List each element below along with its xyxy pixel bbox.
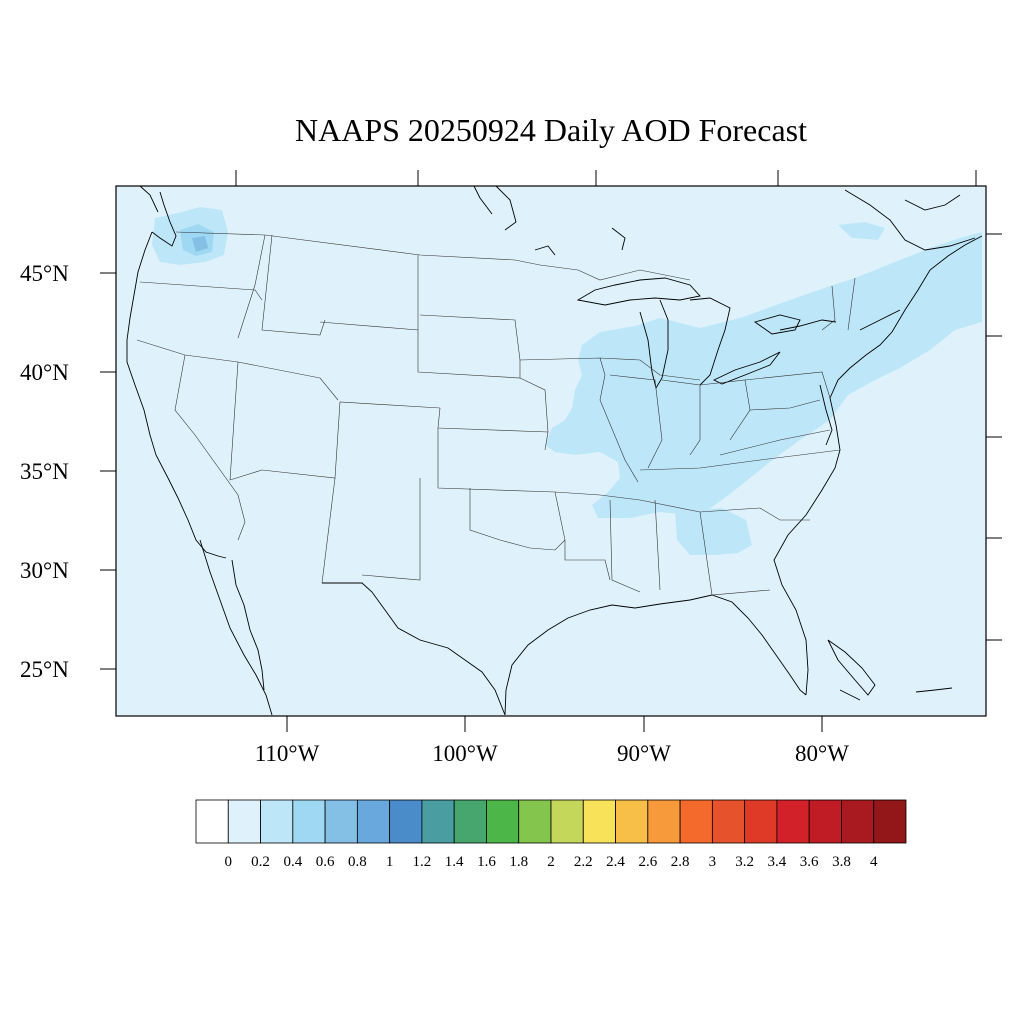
colorbar-swatch (550, 799, 584, 844)
colorbar-label: 0.4 (283, 854, 302, 870)
longitude-labels: 110°W 100°W 90°W 80°W (255, 741, 850, 766)
colorbar-label: 1.8 (509, 854, 528, 870)
lat-label: 45°N (20, 261, 69, 286)
colorbar-swatch (647, 799, 681, 844)
colorbar-swatch (582, 799, 616, 844)
map-ticks (100, 170, 1002, 732)
colorbar-label: 2 (547, 854, 555, 870)
colorbar-swatch (292, 799, 326, 844)
lon-label: 90°W (617, 741, 671, 766)
colorbar-label: 1.4 (445, 854, 464, 870)
colorbar-label: 1 (386, 854, 394, 870)
colorbar-swatch (421, 799, 455, 844)
lat-label: 25°N (20, 657, 69, 682)
colorbar-label: 4 (870, 854, 878, 870)
colorbar-swatch (841, 799, 875, 844)
colorbar-swatch (227, 799, 261, 844)
map-title: NAAPS 20250924 Daily AOD Forecast (295, 112, 807, 148)
colorbar-swatch (389, 799, 423, 844)
aod-plume-washington (152, 207, 228, 265)
colorbar-swatch (873, 799, 907, 844)
colorbar-label: 3.8 (832, 854, 851, 870)
colorbar: 0 0.2 0.4 0.6 0.8 1 1.2 1.4 1.6 1.8 2 2.2 2.4 2.6 2.8 3… (195, 799, 907, 870)
colorbar-swatch (808, 799, 842, 844)
lon-label: 110°W (255, 741, 320, 766)
colorbar-swatch (518, 799, 552, 844)
map-panel: 45°N 40°N 35°N 30°N 25°N 110°W 100°W 90°… (20, 170, 1002, 766)
colorbar-label: 0.8 (348, 854, 367, 870)
colorbar-label: 3.4 (768, 854, 787, 870)
colorbar-swatch (776, 799, 810, 844)
colorbar-label: 3 (709, 854, 717, 870)
colorbar-swatch (356, 799, 391, 844)
aod-band-midwest-northeast (545, 222, 982, 555)
state-boundaries (136, 231, 856, 596)
colorbar-label: 0.2 (251, 854, 270, 870)
colorbar-swatch (679, 799, 713, 844)
colorbar-swatch (615, 799, 649, 844)
colorbar-swatch (486, 799, 520, 844)
lat-label: 40°N (20, 360, 69, 385)
coastlines (126, 185, 983, 716)
colorbar-label: 2.6 (638, 854, 657, 870)
colorbar-swatch (195, 799, 229, 844)
colorbar-label: 2.4 (606, 854, 625, 870)
colorbar-label: 2.8 (671, 854, 690, 870)
colorbar-swatch (453, 799, 487, 844)
map-background (116, 186, 986, 716)
colorbar-label: 0 (225, 854, 233, 870)
colorbar-label: 3.6 (800, 854, 819, 870)
lat-label: 30°N (20, 558, 69, 583)
colorbar-label: 1.6 (477, 854, 496, 870)
map-frame (115, 185, 987, 717)
colorbar-swatch (260, 799, 294, 844)
latitude-labels: 45°N 40°N 35°N 30°N 25°N (20, 261, 69, 682)
colorbar-label: 2.2 (574, 854, 593, 870)
colorbar-swatch (744, 799, 778, 844)
colorbar-label: 1.2 (413, 854, 432, 870)
lat-label: 35°N (20, 459, 69, 484)
lon-label: 80°W (795, 741, 849, 766)
colorbar-swatch (324, 799, 358, 844)
colorbar-label: 3.2 (735, 854, 754, 870)
lon-label: 100°W (432, 741, 498, 766)
colorbar-label: 0.6 (316, 854, 335, 870)
colorbar-swatch (711, 799, 746, 844)
